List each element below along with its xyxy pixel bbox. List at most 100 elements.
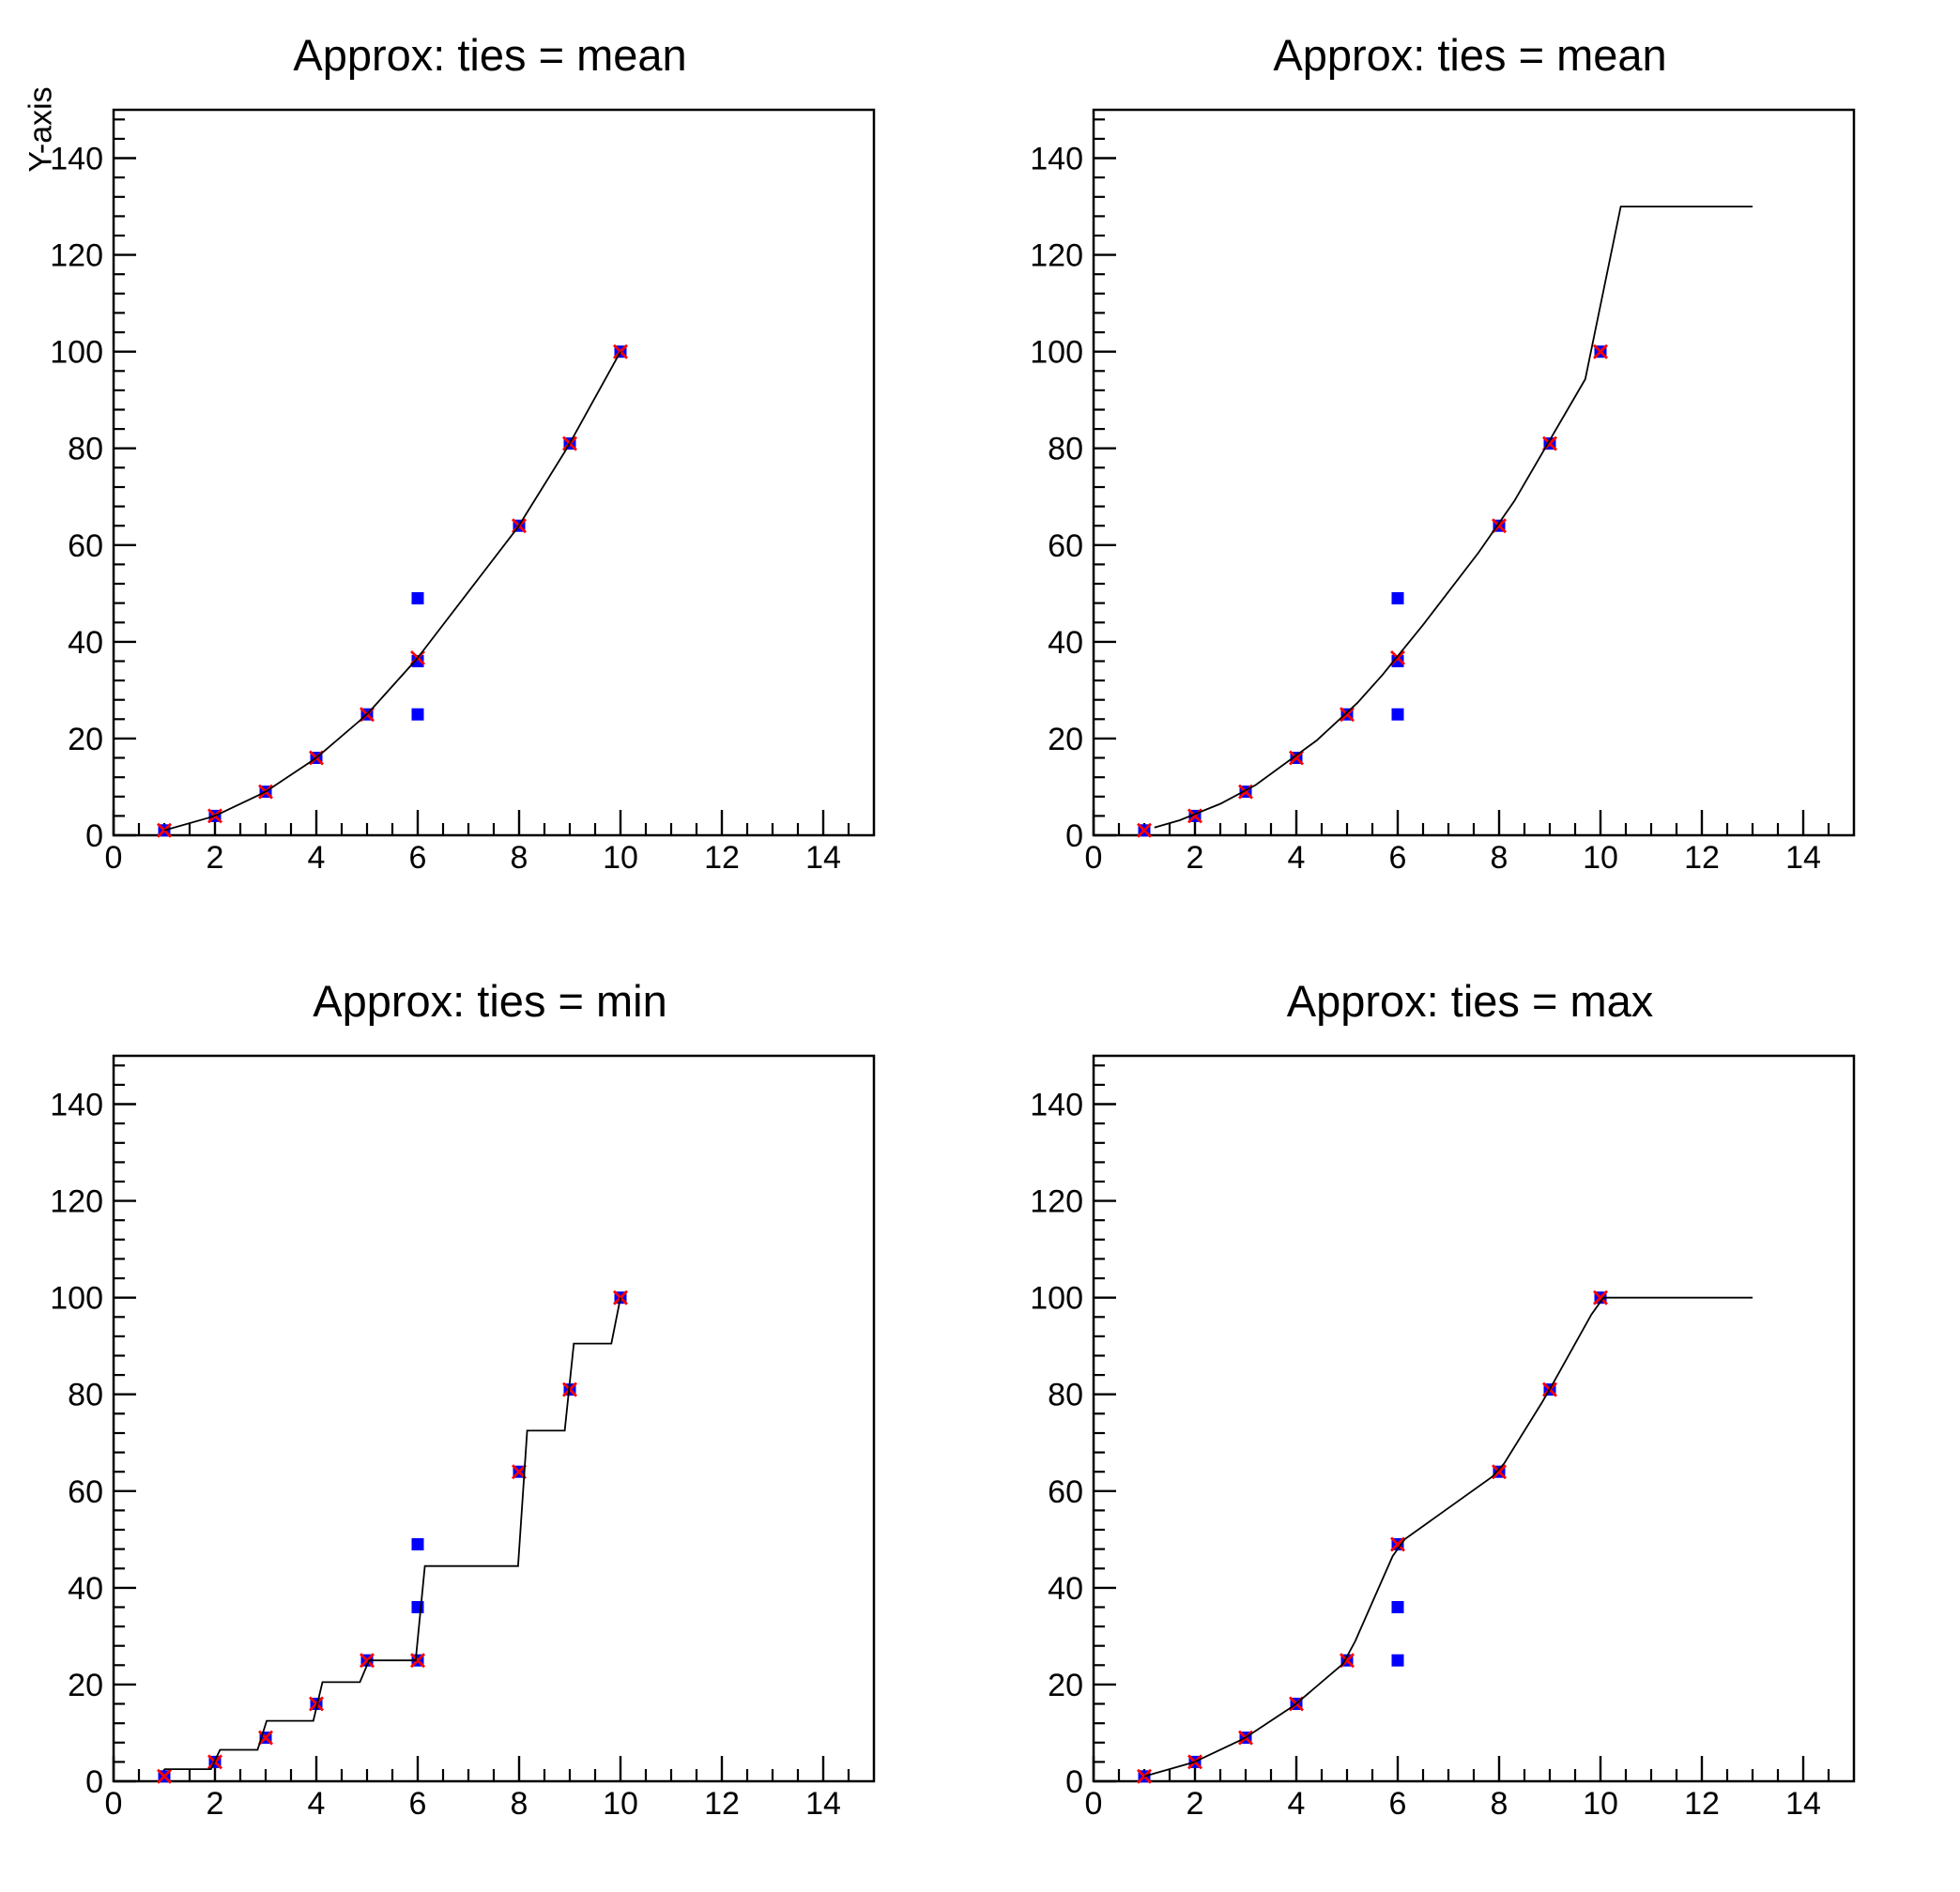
x-tick-label: 0	[1085, 840, 1103, 876]
x-tick-label: 12	[1684, 1786, 1720, 1822]
x-tick-label: 14	[805, 840, 841, 876]
y-tick-label: 20	[68, 1668, 103, 1703]
y-tick-label: 100	[1030, 1281, 1083, 1317]
y-tick-label: 80	[68, 1378, 103, 1413]
y-tick-label: 20	[68, 722, 103, 757]
y-tick-label: 80	[1048, 1378, 1083, 1413]
panel-ties-mean-default: Approx: ties = mean Y-axis 0 2 4 6 8 10 12 14 0 2…	[0, 0, 980, 946]
y-tick-label: 140	[1030, 142, 1083, 177]
plot-frame	[1092, 1054, 1856, 1783]
y-tick-label: 100	[50, 335, 103, 371]
x-tick-label: 14	[1785, 1786, 1821, 1822]
y-tick-label: 80	[68, 432, 103, 467]
y-tick-label: 0	[1065, 818, 1083, 854]
panel-ties-mean-xout: Approx: ties = mean 0 2 4 6 8 10 12 14 0 20 40 60 80…	[980, 0, 1960, 946]
y-tick-label: 20	[1048, 1668, 1083, 1703]
approx-node-cross	[1593, 343, 1608, 359]
y-tick-label: 120	[50, 238, 103, 274]
x-tick-label: 6	[1389, 840, 1407, 876]
x-tick-label: 12	[704, 840, 740, 876]
approx-node-cross	[1289, 750, 1304, 766]
approx-node-cross	[258, 1730, 273, 1746]
x-tick-label: 12	[1684, 840, 1720, 876]
y-tick-label: 120	[1030, 238, 1083, 274]
interpolation-curve	[164, 1297, 621, 1770]
y-tick-label: 60	[68, 1474, 103, 1510]
x-tick-label: 4	[308, 1786, 326, 1822]
x-tick-label: 6	[409, 1786, 427, 1822]
input-point-square	[411, 592, 424, 604]
y-tick-label: 60	[1048, 1474, 1083, 1510]
x-tick-label: 2	[207, 1786, 224, 1822]
approx-node-cross	[157, 1768, 172, 1784]
panel-title: Approx: ties = mean	[1273, 30, 1667, 80]
approx-node-cross	[613, 1289, 628, 1305]
y-tick-label: 140	[1030, 1088, 1083, 1123]
x-tick-label: 8	[1491, 840, 1508, 876]
y-tick-label: 100	[1030, 335, 1083, 371]
x-tick-label: 12	[704, 1786, 740, 1822]
x-tick-label: 10	[1583, 840, 1618, 876]
x-tick-label: 10	[603, 1786, 638, 1822]
x-tick-label: 10	[603, 840, 638, 876]
y-tick-label: 80	[1048, 432, 1083, 467]
y-tick-label: 40	[1048, 1571, 1083, 1607]
x-tick-label: 0	[1085, 1786, 1103, 1822]
x-tick-label: 8	[511, 840, 528, 876]
x-tick-label: 10	[1583, 1786, 1618, 1822]
approx-node-cross	[1137, 822, 1152, 838]
x-tick-label: 6	[1389, 1786, 1407, 1822]
approx-node-cross	[1340, 707, 1355, 723]
approx-node-cross	[360, 1653, 375, 1669]
x-tick-label: 0	[105, 1786, 123, 1822]
y-tick-label: 40	[68, 625, 103, 661]
approx-node-cross	[309, 1696, 324, 1712]
panel-ties-min: Approx: ties = min 0 2 4 6 8 10 12 14 0 20 40 60 80 1…	[0, 946, 980, 1892]
y-tick-label: 20	[1048, 722, 1083, 757]
input-point-square	[1391, 708, 1404, 721]
x-tick-label: 8	[1491, 1786, 1508, 1822]
interpolation-curve	[1154, 206, 1753, 829]
x-tick-label: 2	[207, 840, 224, 876]
plot-frame	[112, 108, 876, 837]
interpolation-curve	[163, 351, 621, 832]
x-tick-label: 4	[1288, 840, 1306, 876]
approx-node-cross	[1390, 1536, 1405, 1552]
approx-node-cross	[410, 1653, 425, 1669]
input-point-square	[1391, 655, 1404, 667]
x-tick-label: 14	[805, 1786, 841, 1822]
y-tick-label: 40	[1048, 625, 1083, 661]
x-tick-label: 0	[105, 840, 123, 876]
input-point-square	[411, 708, 424, 721]
x-tick-label: 4	[308, 840, 326, 876]
y-tick-label: 140	[50, 1088, 103, 1123]
approx-node-cross	[1137, 1768, 1152, 1784]
input-point-square	[1391, 592, 1404, 604]
x-tick-label: 2	[1187, 1786, 1204, 1822]
input-point-square	[411, 1538, 424, 1550]
y-tick-label: 0	[85, 1764, 103, 1800]
y-tick-label: 120	[1030, 1184, 1083, 1220]
y-tick-label: 60	[68, 528, 103, 564]
input-point-square	[1391, 1654, 1404, 1667]
plot-frame	[1092, 108, 1856, 837]
panel-title: Approx: ties = max	[1286, 976, 1654, 1026]
approx-node-cross	[1593, 1289, 1608, 1305]
x-tick-label: 8	[511, 1786, 528, 1822]
x-tick-label: 6	[409, 840, 427, 876]
x-tick-label: 2	[1187, 840, 1204, 876]
panel-ties-max: Approx: ties = max 0 2 4 6 8 10 12 14 0 20 40 60 80 1…	[980, 946, 1960, 1892]
y-tick-label: 120	[50, 1184, 103, 1220]
approx-node-cross	[1492, 1464, 1507, 1480]
x-tick-label: 4	[1288, 1786, 1306, 1822]
plot-frame	[112, 1054, 876, 1783]
panel-title: Approx: ties = min	[313, 976, 667, 1026]
y-tick-label: 140	[50, 142, 103, 177]
y-tick-label: 100	[50, 1281, 103, 1317]
y-tick-label: 60	[1048, 528, 1083, 564]
